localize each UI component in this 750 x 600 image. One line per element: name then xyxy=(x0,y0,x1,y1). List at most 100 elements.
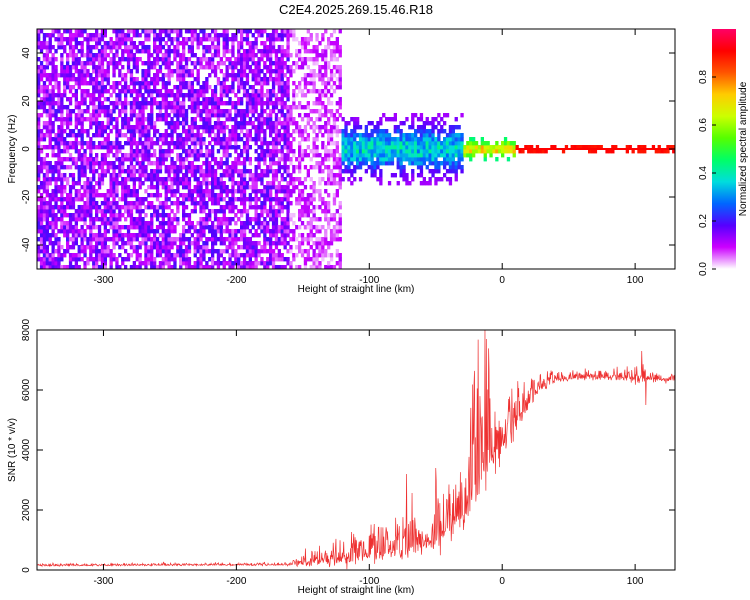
spectrogram-cell xyxy=(286,41,290,46)
spectrogram-cell xyxy=(118,129,122,134)
spectrogram-cell xyxy=(286,249,290,254)
spectrogram-cell xyxy=(190,37,194,42)
spectrogram-cell xyxy=(350,117,354,122)
spectrogram-cell xyxy=(155,197,160,202)
spectrogram-cell xyxy=(408,133,412,138)
spectrogram-cell xyxy=(405,181,409,186)
spectrogram-cell xyxy=(121,197,125,202)
spectrogram-cell xyxy=(414,149,418,154)
spectrogram-cell xyxy=(292,181,296,186)
spectrogram-cell xyxy=(176,65,180,70)
spectrogram-cell xyxy=(45,173,49,178)
spectrogram-cell xyxy=(135,129,139,134)
spectrogram-cell xyxy=(283,85,287,90)
spectrogram-cell xyxy=(306,201,310,206)
spectrogram-cell xyxy=(161,249,165,254)
spectrogram-cell xyxy=(280,133,284,138)
spectrogram-cell xyxy=(196,97,200,102)
spectrogram-cell xyxy=(155,53,160,58)
spectrogram-cell xyxy=(129,37,134,42)
spectrogram-cell xyxy=(277,97,281,102)
spectrogram-cell xyxy=(231,125,235,130)
spectrogram-cell xyxy=(144,73,148,78)
spectrogram-cell xyxy=(182,257,186,262)
spectrogram-cell xyxy=(251,73,255,78)
spectrogram-cell xyxy=(231,117,235,122)
spectrogram-cell xyxy=(289,145,293,150)
spectrogram-cell xyxy=(286,125,290,130)
spectrogram-cell xyxy=(286,49,290,54)
spectrogram-cell xyxy=(182,177,186,182)
spectrogram-cell xyxy=(199,209,203,214)
spectrogram-cells xyxy=(37,29,676,270)
spectrogram-cell xyxy=(231,181,235,186)
spectrogram-cell xyxy=(231,53,235,58)
spectrogram-cell xyxy=(63,177,67,182)
spectrogram-cell xyxy=(228,37,232,42)
spectrogram-cell xyxy=(150,177,154,182)
spectrogram-cell xyxy=(428,157,432,162)
spectrogram-cell xyxy=(315,153,319,158)
spectrogram-cell xyxy=(57,125,61,130)
spectrogram-cell xyxy=(274,257,279,262)
spectrogram-cell xyxy=(196,185,200,190)
spectrogram-cell xyxy=(245,73,250,78)
spectrogram-cell xyxy=(202,249,206,254)
spectrogram-cell xyxy=(179,237,183,242)
spectrogram-cell xyxy=(199,109,203,114)
spectrogram-cell xyxy=(225,237,229,242)
spectrogram-cell xyxy=(240,57,244,62)
spectrogram-cell xyxy=(147,153,151,158)
spectrogram-cell xyxy=(124,153,128,158)
spectrogram-cell xyxy=(74,165,78,170)
spectrogram-cell xyxy=(124,217,128,222)
spectrogram-cell xyxy=(225,229,229,234)
spectrogram-cell xyxy=(54,249,58,254)
spectrogram-cell xyxy=(625,145,629,150)
spectrogram-cell xyxy=(170,189,174,194)
spectrogram-cell xyxy=(321,177,325,182)
spectrogram-cell xyxy=(89,233,93,238)
spectrogram-cell xyxy=(153,73,157,78)
spectrogram-cell xyxy=(121,101,125,106)
spectrogram-cell xyxy=(327,89,331,94)
spectrogram-cell xyxy=(445,113,450,118)
spectrogram-cell xyxy=(167,49,171,54)
spectrogram-cell xyxy=(115,233,119,238)
spectrogram-cell xyxy=(158,149,163,154)
spectrogram-cell xyxy=(245,61,250,66)
spectrogram-cell xyxy=(306,49,310,54)
spectrogram-cell xyxy=(179,245,183,250)
spectrogram-cell xyxy=(190,89,194,94)
spectrogram-cell xyxy=(254,213,258,218)
spectrogram-cell xyxy=(306,29,310,34)
spectrogram-cell xyxy=(231,85,235,90)
spectrogram-cell xyxy=(254,125,258,130)
spectrogram-cell xyxy=(42,93,47,98)
spectrogram-cell xyxy=(187,221,192,226)
spectrogram-cell xyxy=(237,85,241,90)
spectrogram-cell xyxy=(329,257,334,262)
spectrogram-cell xyxy=(263,157,267,162)
spectrogram-cell xyxy=(274,265,279,270)
spectrogram-cell xyxy=(89,149,93,154)
spectrogram-cell xyxy=(251,249,255,254)
spectrogram-cell xyxy=(135,233,139,238)
spectrogram-cell xyxy=(303,137,308,142)
spectrogram-cell xyxy=(280,109,284,114)
spectrogram-cell xyxy=(300,205,305,210)
spectrogram-cell xyxy=(182,197,186,202)
spectrogram-cell xyxy=(300,149,305,154)
spectrogram-cell xyxy=(219,165,223,170)
spectrogram-cell xyxy=(45,101,49,106)
spectrogram-cell xyxy=(158,37,163,42)
spectrogram-cell xyxy=(80,145,84,150)
spectrogram-cell xyxy=(71,65,76,70)
spectrogram-cell xyxy=(242,81,247,86)
spectrogram-cell xyxy=(167,205,171,210)
spectrogram-cell xyxy=(205,105,209,110)
spectrogram-cell xyxy=(153,261,157,266)
spectrogram-cell xyxy=(327,101,331,106)
spectrogram-cell xyxy=(39,29,44,34)
spectrogram-cell xyxy=(121,73,125,78)
